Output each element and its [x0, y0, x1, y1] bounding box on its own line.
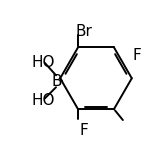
- Text: F: F: [79, 123, 88, 138]
- Text: HO: HO: [31, 93, 55, 108]
- Text: B: B: [52, 74, 62, 89]
- Text: HO: HO: [31, 55, 55, 70]
- Text: F: F: [133, 47, 142, 62]
- Text: Br: Br: [75, 24, 92, 39]
